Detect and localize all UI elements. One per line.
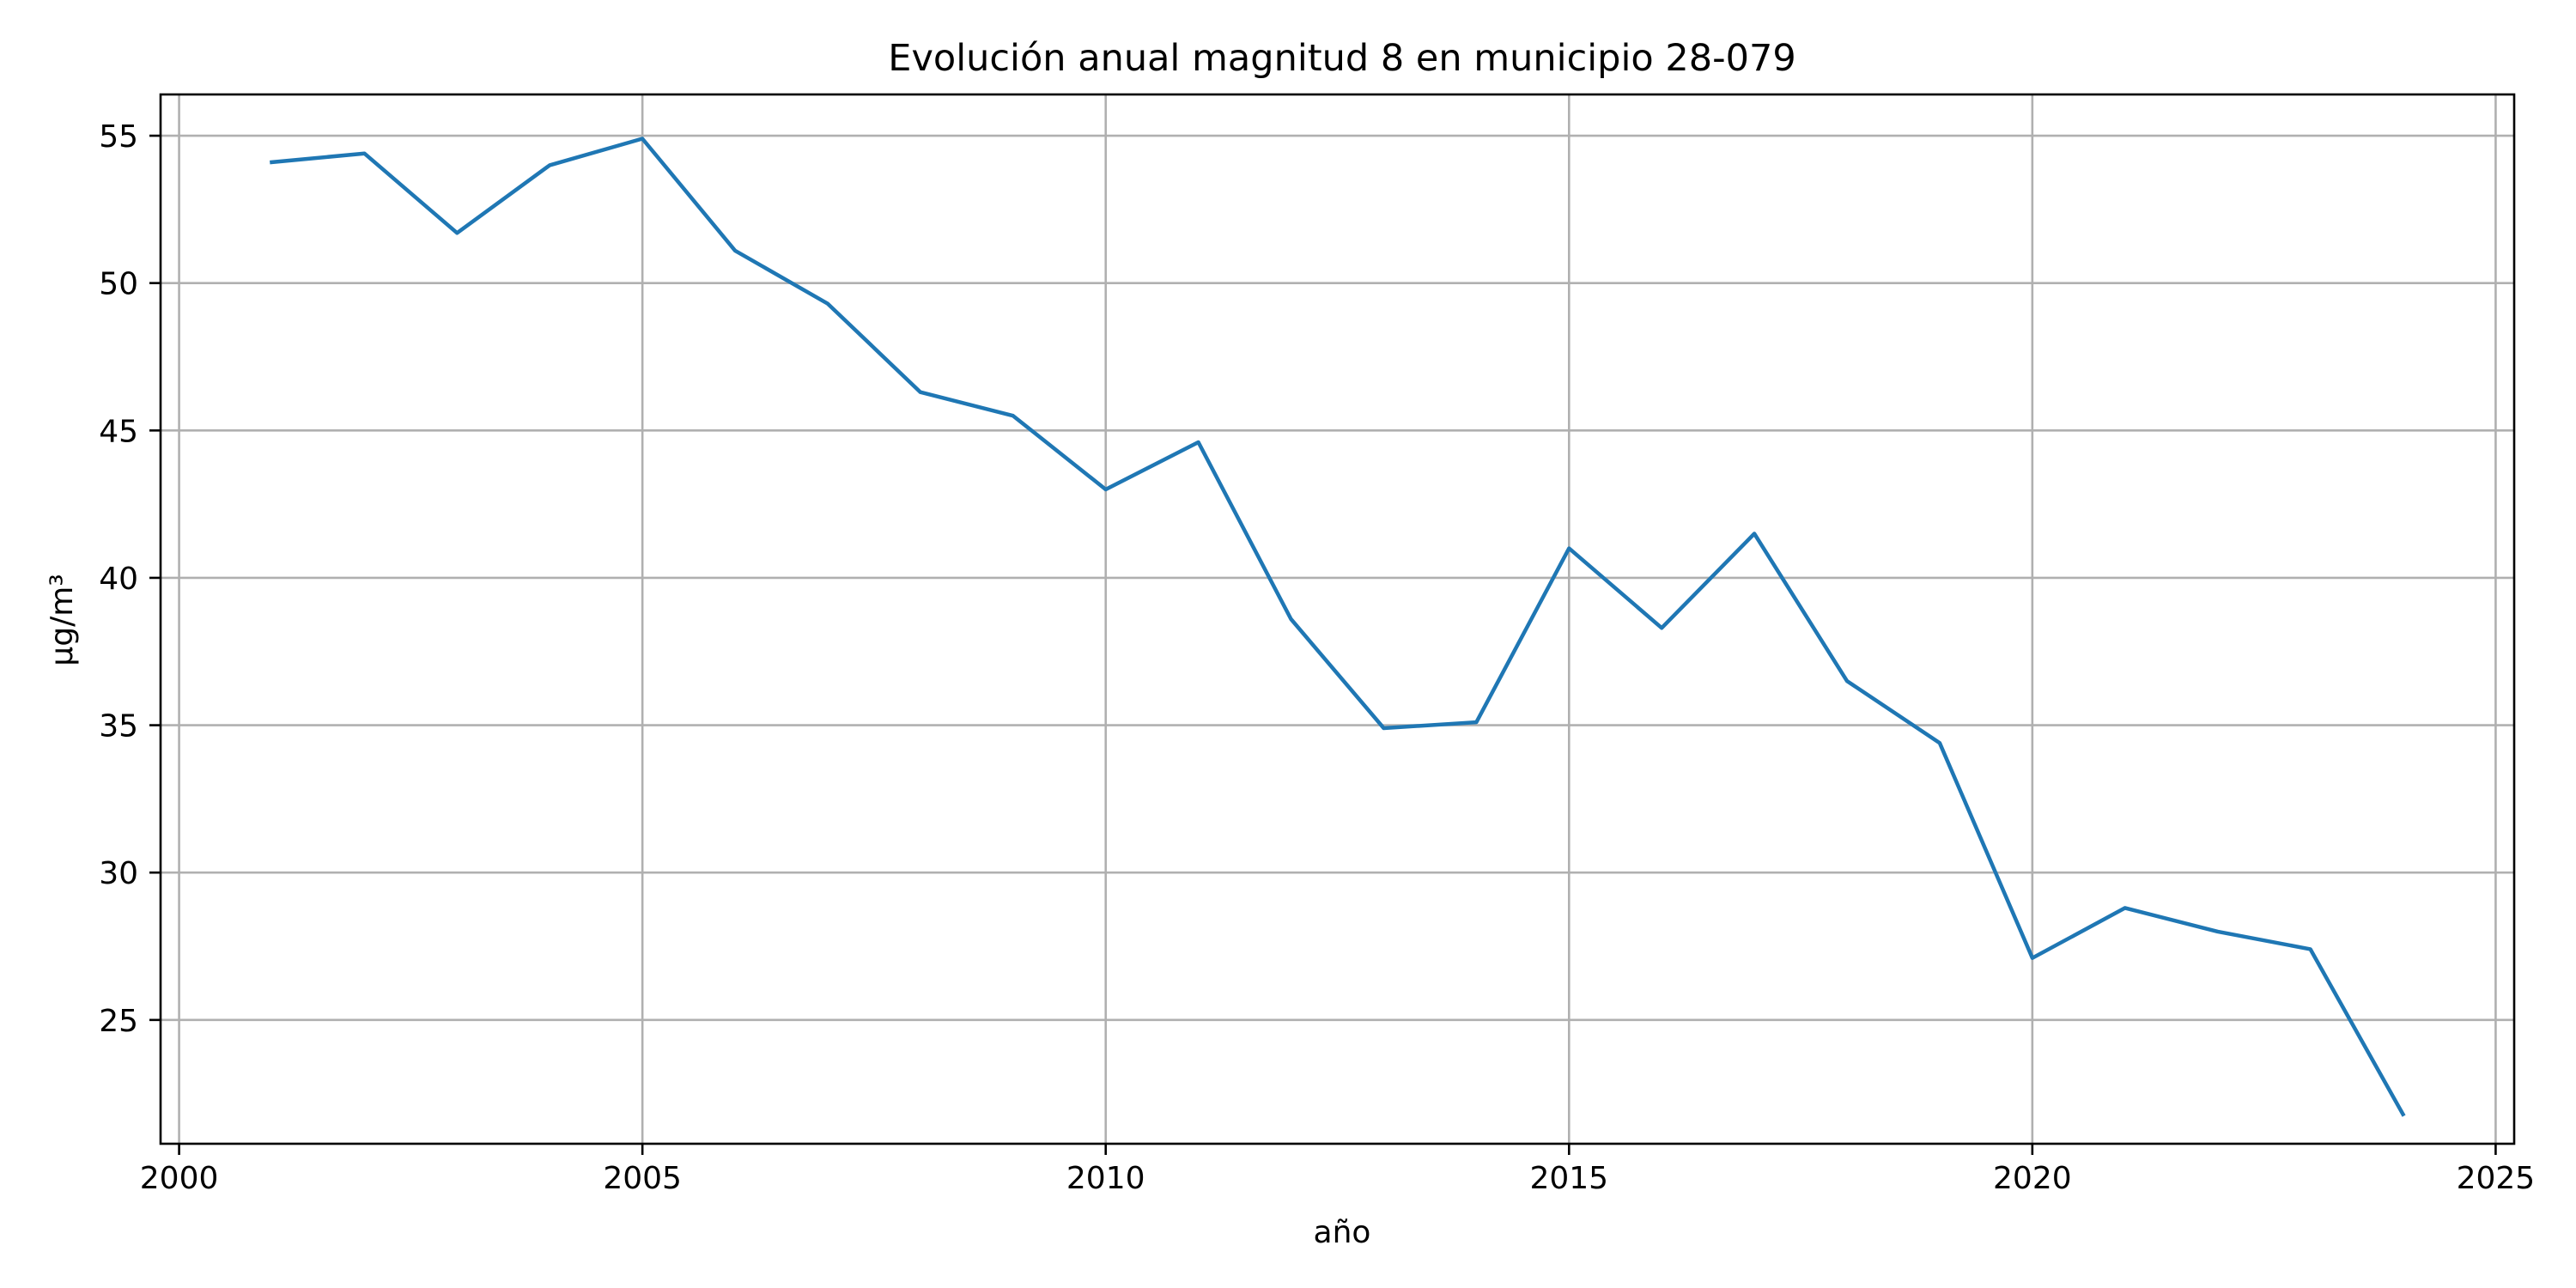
- series-layer: [270, 137, 2406, 1117]
- x-tick-label: 2010: [1066, 1161, 1145, 1196]
- x-tick-label: 2000: [140, 1161, 219, 1196]
- y-axis-title: µg/m³: [45, 574, 80, 665]
- plot-frame: [159, 93, 2516, 1145]
- x-tick-label: 2015: [1529, 1161, 1608, 1196]
- y-tick-label: 45: [99, 414, 138, 449]
- y-tick-label: 40: [99, 562, 138, 597]
- x-tick-label: 2005: [603, 1161, 682, 1196]
- y-tick-label: 35: [99, 709, 138, 744]
- series-line: [270, 137, 2406, 1117]
- x-axis-title: año: [1314, 1215, 1371, 1250]
- y-tick-label: 25: [99, 1004, 138, 1039]
- grid-lines: [161, 94, 2514, 1144]
- axis-ticks: 2000 2005 2010 2015 2020 2025 25 30 35 40 45 50 55: [99, 119, 2535, 1196]
- x-tick-label: 2025: [2457, 1161, 2536, 1196]
- y-tick-label: 30: [99, 856, 138, 891]
- y-tick-label: 55: [99, 119, 138, 155]
- y-tick-label: 50: [99, 267, 138, 302]
- x-tick-label: 2020: [1993, 1161, 2072, 1196]
- chart-title: Evolución anual magnitud 8 en municipio …: [888, 37, 1795, 80]
